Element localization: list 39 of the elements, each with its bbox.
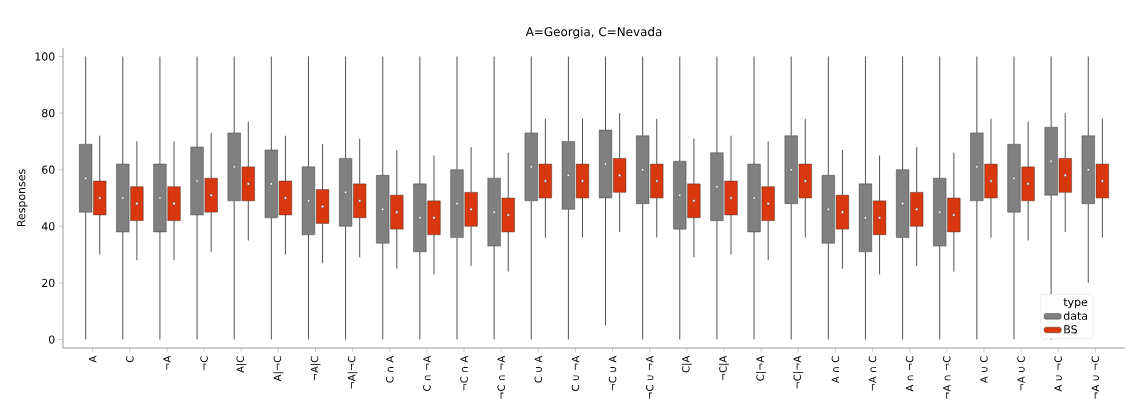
y-axis-title: Responses (17, 169, 28, 227)
x-tick-label: ¬C ∩ A (460, 355, 468, 391)
x-tick-label: A|¬C (273, 356, 284, 382)
y-tick-label: 0 (48, 335, 55, 344)
x-tick-label: A ∪ ¬C (1054, 356, 1062, 392)
x-tick-label: A ∩ ¬C (905, 356, 914, 392)
y-tick-label: 60 (42, 165, 55, 174)
x-tick-label: C ∩ A (386, 355, 394, 383)
y-tick-label: 100 (35, 52, 55, 61)
x-tick-label: C ∪ ¬A (571, 355, 580, 391)
x-tick-label: C|¬A (756, 355, 767, 381)
legend-label: BS (1064, 325, 1077, 334)
x-tick-label: ¬A ∩ ¬C (943, 356, 951, 399)
x-tick-label: A ∩ C (831, 356, 840, 384)
x-tick-label: ¬A|¬C (347, 356, 358, 389)
x-tick-label: C ∪ A (534, 355, 543, 383)
x-tick-label: ¬C ∪ A (608, 355, 617, 391)
legend-label: data (1063, 311, 1087, 320)
chart-title: A=Georgia, C=Nevada (525, 26, 662, 39)
x-tick-label: ¬A|C (310, 356, 321, 381)
x-tick-label: ¬C|A (718, 355, 729, 381)
x-tick-label: ¬C|¬A (793, 355, 804, 389)
x-tick-label: A (89, 355, 97, 363)
y-tick-label: 20 (42, 278, 55, 288)
x-tick-label: ¬C (200, 356, 208, 371)
x-tick-label: A ∪ C (980, 356, 988, 384)
y-tick-label: 40 (41, 222, 55, 231)
x-tick-label: C ∩ ¬A (423, 355, 431, 391)
x-tick-label: C (126, 356, 134, 363)
x-tick-label: ¬A ∪ C (1017, 356, 1025, 391)
x-tick-label: ¬C ∩ ¬A (497, 355, 505, 399)
y-tick-label: 80 (42, 108, 55, 118)
x-tick-label: ¬A (163, 355, 171, 370)
x-tick-label: ¬A ∪ ¬C (1091, 356, 1100, 399)
x-tick-label: ¬C ∪ ¬A (645, 355, 654, 399)
x-tick-label: ¬A ∩ C (868, 356, 877, 391)
legend-title: type (1063, 298, 1088, 309)
x-tick-label: C|A (681, 355, 692, 373)
x-tick-label: A|C (236, 356, 247, 373)
